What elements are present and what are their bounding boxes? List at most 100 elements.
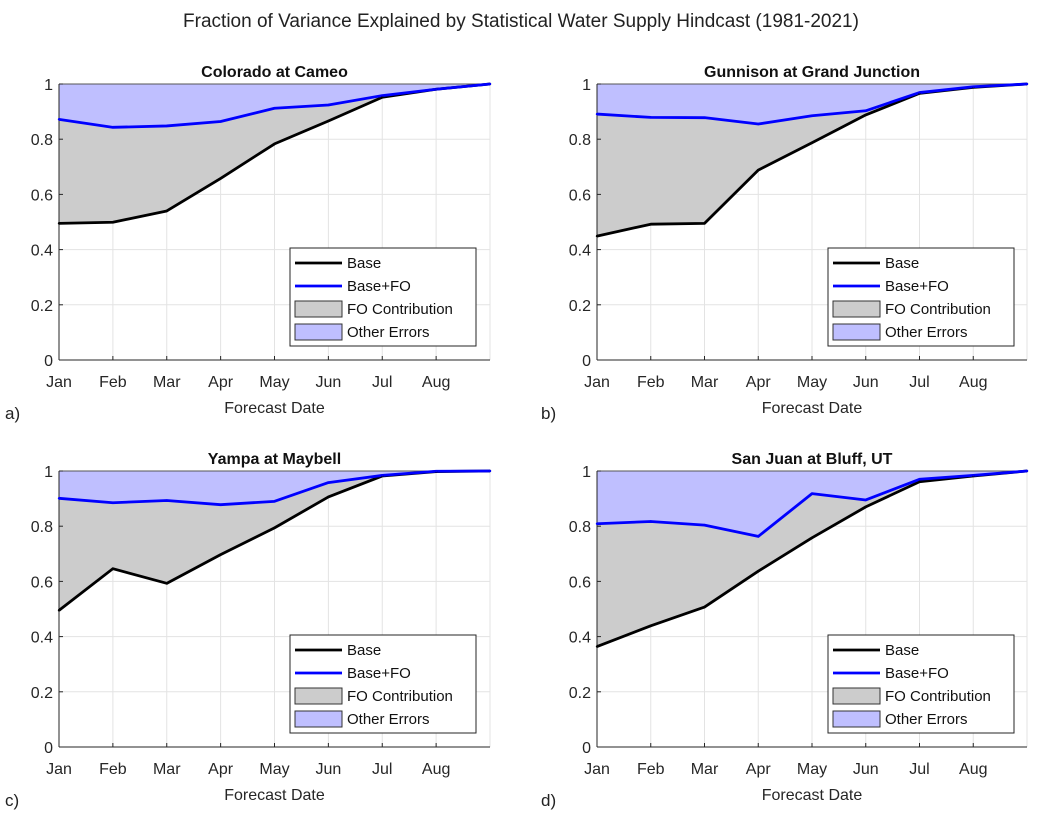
data-point-base-fo <box>165 124 168 128</box>
data-point-base-fo <box>1025 82 1029 86</box>
y-tick-label: 0.4 <box>31 243 53 260</box>
data-point-base-fo <box>595 112 599 116</box>
legend-label: Base+FO <box>885 278 949 295</box>
data-point-base <box>165 582 168 585</box>
data-point-base <box>703 222 706 225</box>
y-tick-label: 1 <box>582 464 591 481</box>
x-tick-label: Aug <box>422 761 450 778</box>
x-tick-label: May <box>797 374 827 391</box>
x-tick-label: May <box>259 374 289 391</box>
data-point-base-fo <box>864 498 867 502</box>
data-point-base <box>864 505 867 509</box>
x-axis-label: Forecast Date <box>762 787 863 804</box>
data-point-base-fo <box>757 535 760 538</box>
data-point-base <box>57 222 61 225</box>
y-tick-label: 0.6 <box>569 187 591 204</box>
panel-title: San Juan at Bluff, UT <box>732 451 893 468</box>
panel-title: Gunnison at Grand Junction <box>704 64 920 81</box>
x-tick-label: Jan <box>584 374 610 391</box>
data-point-base <box>111 221 115 224</box>
data-point-base-fo <box>327 103 330 107</box>
data-point-base-fo <box>111 501 115 504</box>
x-tick-label: Jun <box>853 374 879 391</box>
x-axis-label: Forecast Date <box>224 400 325 417</box>
x-tick-label: Feb <box>637 761 665 778</box>
x-tick-label: Mar <box>153 374 181 391</box>
panel-4: San Juan at Bluff, UT Jan Feb Mar Apr May Jun J… <box>541 451 1029 810</box>
data-point-base <box>273 526 276 530</box>
data-point-base-fo <box>327 481 330 484</box>
data-point-base <box>219 553 222 556</box>
legend: Base Base+FO FO Contribution Other Errors <box>289 247 477 347</box>
data-point-base-fo <box>57 497 61 500</box>
legend-swatch-other-errors <box>294 710 343 728</box>
panel-title: Yampa at Maybell <box>208 451 341 468</box>
x-tick-label: Feb <box>99 374 127 391</box>
x-tick-label: Jul <box>372 761 392 778</box>
data-point-base <box>381 96 384 99</box>
data-point-base <box>273 142 276 146</box>
data-point-base-fo <box>434 470 438 473</box>
legend-label: Other Errors <box>347 324 430 341</box>
data-point-base <box>327 119 330 123</box>
data-point-base-fo <box>972 85 975 88</box>
legend-label: FO Contribution <box>885 688 991 705</box>
y-tick-label: 0.2 <box>569 298 591 315</box>
panel-1: Colorado at Cameo Jan Feb Mar Apr May Jun Jul Au… <box>5 64 492 423</box>
x-tick-label: Mar <box>153 761 181 778</box>
panel-label: d) <box>541 791 556 810</box>
x-tick-label: Jul <box>372 374 392 391</box>
legend-swatch-fo-contribution <box>294 300 343 318</box>
legend-swatch-fo-contribution <box>294 687 343 705</box>
figure-suptitle: Fraction of Variance Explained by Statis… <box>183 11 859 32</box>
legend-label: Base <box>885 642 919 659</box>
data-point-base-fo <box>219 503 222 506</box>
fo-contribution-area <box>59 471 490 611</box>
y-tick-label: 0.6 <box>569 574 591 591</box>
x-tick-label: Apr <box>208 761 234 778</box>
x-tick-label: Apr <box>208 374 234 391</box>
data-point-base <box>810 536 814 539</box>
data-point-base-fo <box>810 114 814 117</box>
x-tick-label: Aug <box>422 374 450 391</box>
legend-label: Base+FO <box>347 278 411 295</box>
panel-label: b) <box>541 404 556 423</box>
y-tick-label: 0.8 <box>31 519 53 536</box>
legend-label: FO Contribution <box>885 301 991 318</box>
legend-swatch-fo-contribution <box>832 687 881 705</box>
data-point-base-fo <box>219 120 222 123</box>
data-point-base-fo <box>864 109 867 112</box>
legend-label: Base+FO <box>885 665 949 682</box>
data-point-base-fo <box>111 126 115 129</box>
data-point-base <box>219 177 222 180</box>
legend-label: Other Errors <box>347 711 430 728</box>
y-tick-label: 0.4 <box>31 630 53 647</box>
y-tick-label: 1 <box>44 77 53 94</box>
x-tick-label: Aug <box>959 374 987 391</box>
data-point-base-fo <box>381 94 384 97</box>
y-tick-label: 0.6 <box>31 187 53 204</box>
data-point-base <box>757 168 760 172</box>
data-point-base <box>595 645 599 648</box>
x-tick-label: May <box>797 761 827 778</box>
data-point-base <box>327 495 330 499</box>
x-tick-label: Mar <box>691 374 719 391</box>
data-point-base-fo <box>381 474 384 477</box>
other-errors-area <box>59 471 490 505</box>
legend-label: Other Errors <box>885 324 968 341</box>
legend-swatch-other-errors <box>294 323 343 341</box>
legend-label: FO Contribution <box>347 688 453 705</box>
y-tick-label: 1 <box>582 77 591 94</box>
data-point-base-fo <box>488 82 492 86</box>
panel-label: a) <box>5 404 20 423</box>
x-tick-label: May <box>259 761 289 778</box>
legend-swatch-other-errors <box>832 323 881 341</box>
x-tick-label: Jan <box>46 761 72 778</box>
panel-label: c) <box>5 791 19 810</box>
legend-label: Base <box>885 255 919 272</box>
data-point-base-fo <box>595 522 599 525</box>
x-axis-label: Forecast Date <box>224 787 325 804</box>
data-point-base <box>649 223 652 226</box>
x-tick-label: Feb <box>99 761 127 778</box>
